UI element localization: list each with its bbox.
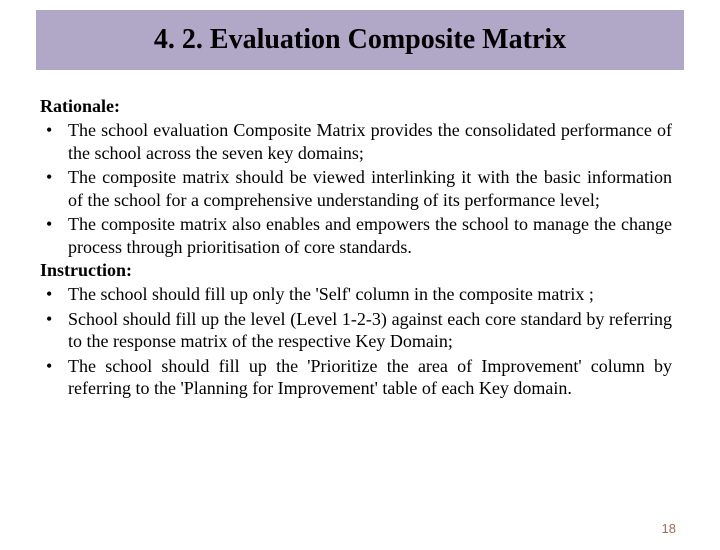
list-item: The school should fill up only the 'Self… [40,283,672,306]
instruction-list: The school should fill up only the 'Self… [40,283,672,400]
slide-title: 4. 2. Evaluation Composite Matrix [46,24,674,56]
page-number: 18 [662,521,676,536]
rationale-label: Rationale: [40,96,672,117]
list-item: The school evaluation Composite Matrix p… [40,119,672,164]
rationale-list: The school evaluation Composite Matrix p… [40,119,672,258]
content-area: Rationale: The school evaluation Composi… [0,70,720,400]
title-banner: 4. 2. Evaluation Composite Matrix [36,10,684,70]
list-item: School should fill up the level (Level 1… [40,308,672,353]
list-item: The school should fill up the 'Prioritiz… [40,355,672,400]
list-item: The composite matrix also enables and em… [40,213,672,258]
list-item: The composite matrix should be viewed in… [40,166,672,211]
instruction-label: Instruction: [40,260,672,281]
